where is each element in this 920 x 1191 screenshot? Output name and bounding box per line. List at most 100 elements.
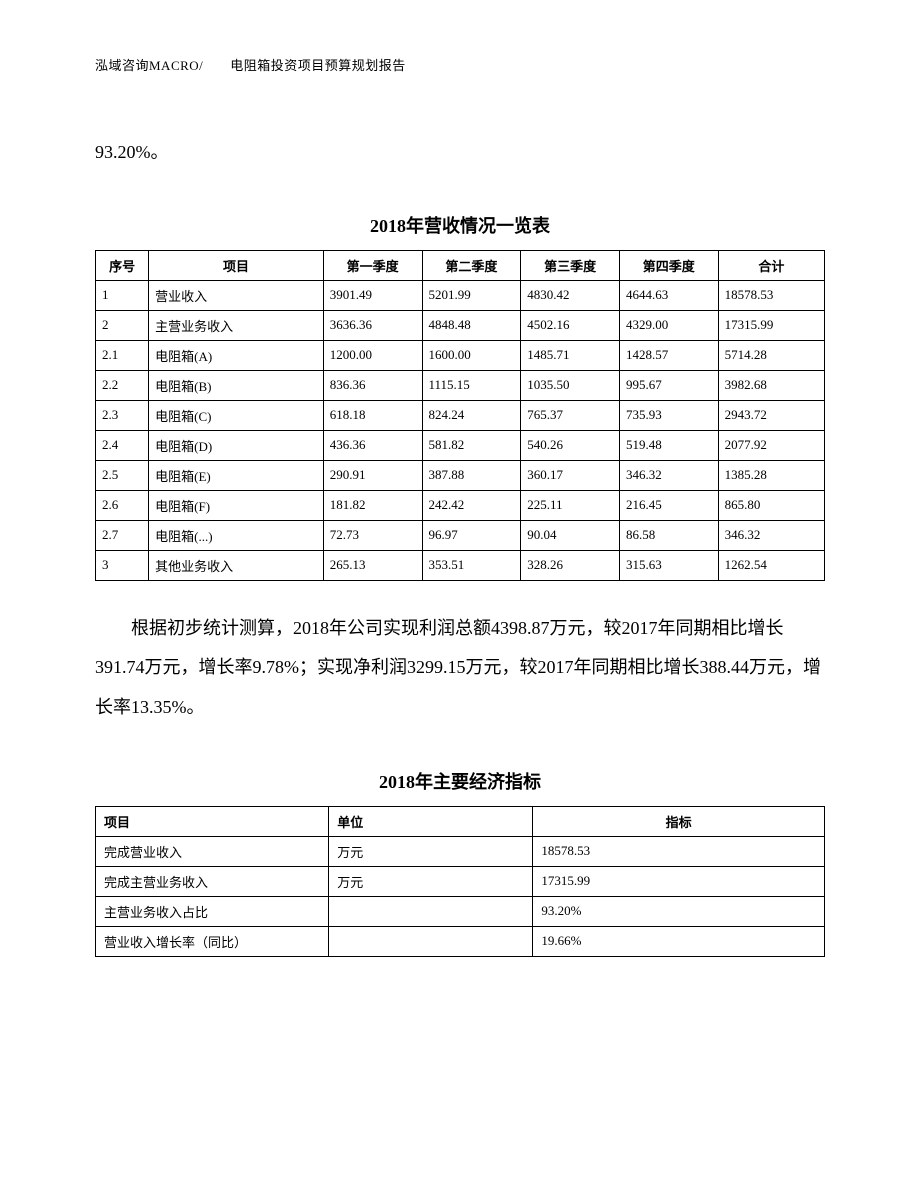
cell-total: 17315.99 xyxy=(718,310,824,340)
cell-item: 电阻箱(C) xyxy=(149,400,324,430)
col-item: 项目 xyxy=(149,250,324,280)
cell-q4: 4329.00 xyxy=(619,310,718,340)
cell-q2: 581.82 xyxy=(422,430,521,460)
cell-q4: 519.48 xyxy=(619,430,718,460)
table-row: 1营业收入3901.495201.994830.424644.6318578.5… xyxy=(96,280,825,310)
cell-q3: 4830.42 xyxy=(521,280,620,310)
cell-value: 17315.99 xyxy=(533,866,825,896)
ind-col-value: 指标 xyxy=(533,806,825,836)
cell-q1: 181.82 xyxy=(323,490,422,520)
table-row: 2.7电阻箱(...)72.7396.9790.0486.58346.32 xyxy=(96,520,825,550)
cell-q1: 3901.49 xyxy=(323,280,422,310)
table-row: 2.2电阻箱(B)836.361115.151035.50995.673982.… xyxy=(96,370,825,400)
cell-item: 完成主营业务收入 xyxy=(96,866,329,896)
page-header: 泓域咨询MACRO/ 电阻箱投资项目预算规划报告 xyxy=(95,55,825,74)
cell-total: 1385.28 xyxy=(718,460,824,490)
document-page: 泓域咨询MACRO/ 电阻箱投资项目预算规划报告 93.20%。 2018年营收… xyxy=(0,0,920,1191)
cell-unit xyxy=(329,896,533,926)
cell-item: 完成营业收入 xyxy=(96,836,329,866)
cell-q1: 72.73 xyxy=(323,520,422,550)
cell-q2: 96.97 xyxy=(422,520,521,550)
col-q4: 第四季度 xyxy=(619,250,718,280)
cell-total: 346.32 xyxy=(718,520,824,550)
col-q3: 第三季度 xyxy=(521,250,620,280)
cell-q3: 1485.71 xyxy=(521,340,620,370)
cell-q4: 735.93 xyxy=(619,400,718,430)
cell-q3: 225.11 xyxy=(521,490,620,520)
cell-seq: 2.4 xyxy=(96,430,149,460)
cell-q1: 3636.36 xyxy=(323,310,422,340)
cell-seq: 2.1 xyxy=(96,340,149,370)
cell-q3: 4502.16 xyxy=(521,310,620,340)
cell-q2: 387.88 xyxy=(422,460,521,490)
cell-q1: 836.36 xyxy=(323,370,422,400)
indicators-table-header-row: 项目 单位 指标 xyxy=(96,806,825,836)
cell-q3: 765.37 xyxy=(521,400,620,430)
table-row: 2.4电阻箱(D)436.36581.82540.26519.482077.92 xyxy=(96,430,825,460)
cell-total: 2943.72 xyxy=(718,400,824,430)
table-row: 3其他业务收入265.13353.51328.26315.631262.54 xyxy=(96,550,825,580)
cell-q4: 346.32 xyxy=(619,460,718,490)
table-row: 营业收入增长率（同比） 19.66% xyxy=(96,926,825,956)
top-fragment-text: 93.20%。 xyxy=(95,134,825,172)
cell-q3: 328.26 xyxy=(521,550,620,580)
cell-q4: 216.45 xyxy=(619,490,718,520)
table-row: 2.1电阻箱(A)1200.001600.001485.711428.57571… xyxy=(96,340,825,370)
table-row: 完成营业收入万元18578.53 xyxy=(96,836,825,866)
cell-q4: 995.67 xyxy=(619,370,718,400)
cell-seq: 2 xyxy=(96,310,149,340)
cell-seq: 2.6 xyxy=(96,490,149,520)
table-row: 2.6电阻箱(F)181.82242.42225.11216.45865.80 xyxy=(96,490,825,520)
cell-total: 3982.68 xyxy=(718,370,824,400)
cell-q3: 360.17 xyxy=(521,460,620,490)
col-q2: 第二季度 xyxy=(422,250,521,280)
cell-seq: 3 xyxy=(96,550,149,580)
cell-q2: 1600.00 xyxy=(422,340,521,370)
cell-q1: 618.18 xyxy=(323,400,422,430)
cell-q1: 265.13 xyxy=(323,550,422,580)
cell-q4: 1428.57 xyxy=(619,340,718,370)
table-row: 完成主营业务收入万元17315.99 xyxy=(96,866,825,896)
cell-seq: 2.7 xyxy=(96,520,149,550)
table-row: 主营业务收入占比93.20% xyxy=(96,896,825,926)
cell-unit xyxy=(329,926,533,956)
analysis-paragraph: 根据初步统计测算，2018年公司实现利润总额4398.87万元，较2017年同期… xyxy=(95,609,825,728)
table-row: 2.3电阻箱(C)618.18824.24765.37735.932943.72 xyxy=(96,400,825,430)
cell-total: 2077.92 xyxy=(718,430,824,460)
col-seq: 序号 xyxy=(96,250,149,280)
cell-q2: 353.51 xyxy=(422,550,521,580)
cell-item: 营业收入增长率（同比） xyxy=(96,926,329,956)
cell-unit: 万元 xyxy=(329,866,533,896)
cell-item: 其他业务收入 xyxy=(149,550,324,580)
table-row: 2.5电阻箱(E)290.91387.88360.17346.321385.28 xyxy=(96,460,825,490)
cell-seq: 2.3 xyxy=(96,400,149,430)
cell-q4: 4644.63 xyxy=(619,280,718,310)
cell-q2: 1115.15 xyxy=(422,370,521,400)
cell-q4: 86.58 xyxy=(619,520,718,550)
cell-q4: 315.63 xyxy=(619,550,718,580)
cell-seq: 2.5 xyxy=(96,460,149,490)
cell-q1: 436.36 xyxy=(323,430,422,460)
cell-item: 电阻箱(F) xyxy=(149,490,324,520)
cell-q2: 242.42 xyxy=(422,490,521,520)
cell-item: 电阻箱(E) xyxy=(149,460,324,490)
ind-col-unit: 单位 xyxy=(329,806,533,836)
cell-seq: 2.2 xyxy=(96,370,149,400)
cell-value: 18578.53 xyxy=(533,836,825,866)
cell-q3: 540.26 xyxy=(521,430,620,460)
cell-total: 865.80 xyxy=(718,490,824,520)
cell-item: 电阻箱(A) xyxy=(149,340,324,370)
cell-q2: 5201.99 xyxy=(422,280,521,310)
cell-value: 93.20% xyxy=(533,896,825,926)
revenue-table-title: 2018年营收情况一览表 xyxy=(95,212,825,238)
cell-seq: 1 xyxy=(96,280,149,310)
indicators-table: 项目 单位 指标 完成营业收入万元18578.53完成主营业务收入万元17315… xyxy=(95,806,825,957)
cell-value: 19.66% xyxy=(533,926,825,956)
cell-item: 营业收入 xyxy=(149,280,324,310)
cell-q1: 290.91 xyxy=(323,460,422,490)
table-row: 2主营业务收入3636.364848.484502.164329.0017315… xyxy=(96,310,825,340)
cell-q2: 824.24 xyxy=(422,400,521,430)
cell-q3: 90.04 xyxy=(521,520,620,550)
cell-total: 1262.54 xyxy=(718,550,824,580)
indicators-table-title: 2018年主要经济指标 xyxy=(95,768,825,794)
